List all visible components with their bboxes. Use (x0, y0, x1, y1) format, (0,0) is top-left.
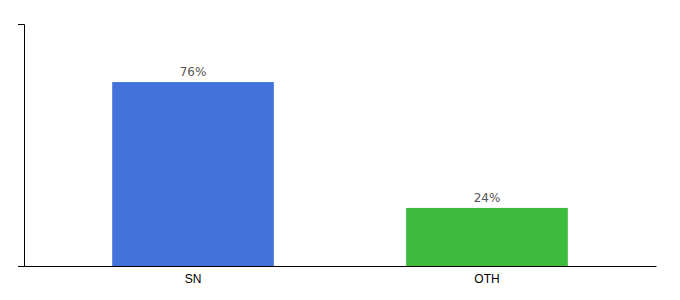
y-axis (18, 25, 25, 267)
data-label: 76% (180, 65, 207, 79)
y-axis-line (18, 25, 25, 267)
chart: SN OTH 76% 24% (0, 0, 680, 300)
x-axis: SN OTH (25, 267, 657, 286)
x-tick: SN (185, 272, 202, 286)
bars (112, 82, 568, 266)
plot: SN OTH 76% 24% (18, 25, 657, 286)
x-tick-label: SN (185, 272, 202, 286)
bar (112, 82, 274, 266)
x-axis-line (25, 266, 657, 267)
data-labels: 76% 24% (180, 65, 501, 205)
x-tick-label: OTH (474, 272, 499, 286)
x-tick: OTH (474, 272, 499, 286)
data-label: 24% (474, 191, 501, 205)
bar (406, 208, 568, 266)
